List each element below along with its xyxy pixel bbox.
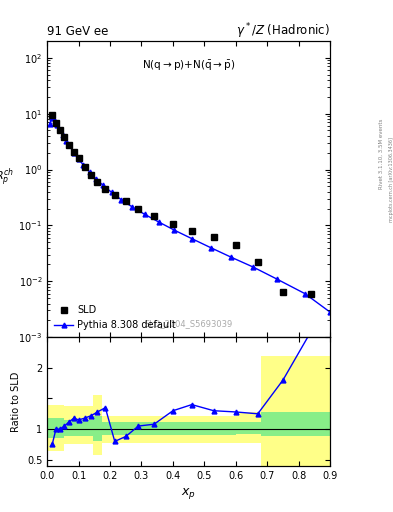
Pythia 8.308 default bbox=[64, 138, 68, 144]
Line: SLD: SLD bbox=[50, 112, 314, 296]
SLD bbox=[255, 259, 260, 265]
Text: 91 GeV ee: 91 GeV ee bbox=[47, 25, 108, 38]
Pythia 8.308 default bbox=[130, 204, 134, 210]
Pythia 8.308 default bbox=[50, 115, 55, 121]
Text: Rivet 3.1.10, 3.5M events: Rivet 3.1.10, 3.5M events bbox=[379, 118, 384, 189]
Pythia 8.308 default bbox=[81, 162, 86, 168]
Pythia 8.308 default bbox=[61, 132, 65, 138]
SLD bbox=[57, 126, 62, 133]
Y-axis label: $R_p^{ch}$: $R_p^{ch}$ bbox=[0, 167, 14, 189]
SLD bbox=[72, 148, 76, 155]
Pythia 8.308 default bbox=[229, 254, 233, 260]
Pythia 8.308 default bbox=[156, 219, 161, 225]
SLD bbox=[83, 164, 87, 170]
Y-axis label: Ratio to SLD: Ratio to SLD bbox=[11, 371, 21, 432]
Pythia 8.308 default bbox=[208, 245, 213, 251]
Text: mcplots.cern.ch [arXiv:1306.3436]: mcplots.cern.ch [arXiv:1306.3436] bbox=[389, 137, 393, 222]
SLD bbox=[136, 205, 141, 211]
Pythia 8.308 default bbox=[101, 182, 105, 188]
Pythia 8.308 default bbox=[94, 176, 98, 182]
SLD bbox=[112, 192, 117, 198]
Pythia 8.308 default bbox=[55, 122, 60, 129]
Pythia 8.308 default bbox=[142, 211, 147, 218]
SLD bbox=[233, 242, 238, 248]
Pythia 8.308 default bbox=[72, 150, 76, 156]
SLD bbox=[171, 221, 175, 227]
Pythia 8.308 default bbox=[328, 309, 332, 315]
Line: Pythia 8.308 default: Pythia 8.308 default bbox=[47, 115, 332, 314]
Pythia 8.308 default bbox=[47, 121, 52, 127]
Pythia 8.308 default bbox=[87, 169, 92, 175]
SLD bbox=[53, 120, 58, 126]
Legend: SLD, Pythia 8.308 default: SLD, Pythia 8.308 default bbox=[52, 304, 178, 332]
Pythia 8.308 default bbox=[274, 276, 279, 282]
Pythia 8.308 default bbox=[52, 118, 57, 124]
X-axis label: $x_p$: $x_p$ bbox=[181, 486, 196, 501]
SLD bbox=[309, 291, 314, 297]
SLD bbox=[152, 214, 156, 220]
Pythia 8.308 default bbox=[251, 264, 255, 270]
SLD bbox=[62, 134, 67, 140]
Pythia 8.308 default bbox=[67, 142, 72, 148]
Text: $\gamma^*/Z$ (Hadronic): $\gamma^*/Z$ (Hadronic) bbox=[236, 22, 330, 41]
Pythia 8.308 default bbox=[303, 291, 307, 297]
SLD bbox=[189, 228, 194, 234]
SLD bbox=[281, 289, 285, 295]
Pythia 8.308 default bbox=[119, 197, 123, 203]
Pythia 8.308 default bbox=[189, 236, 194, 242]
Pythia 8.308 default bbox=[76, 156, 81, 162]
Pythia 8.308 default bbox=[109, 189, 114, 196]
SLD bbox=[103, 186, 108, 192]
SLD bbox=[123, 198, 128, 204]
Pythia 8.308 default bbox=[57, 126, 62, 133]
SLD bbox=[50, 112, 55, 118]
Pythia 8.308 default bbox=[172, 227, 177, 233]
SLD bbox=[89, 172, 94, 178]
Text: N(q$\rightarrow$p)+N($\bar{\rm q}$$\rightarrow$$\bar{\rm p}$): N(q$\rightarrow$p)+N($\bar{\rm q}$$\righ… bbox=[142, 59, 235, 73]
SLD bbox=[76, 155, 81, 161]
SLD bbox=[67, 141, 72, 147]
SLD bbox=[95, 179, 100, 185]
SLD bbox=[211, 234, 216, 240]
Text: SLD_2004_S5693039: SLD_2004_S5693039 bbox=[145, 319, 233, 328]
